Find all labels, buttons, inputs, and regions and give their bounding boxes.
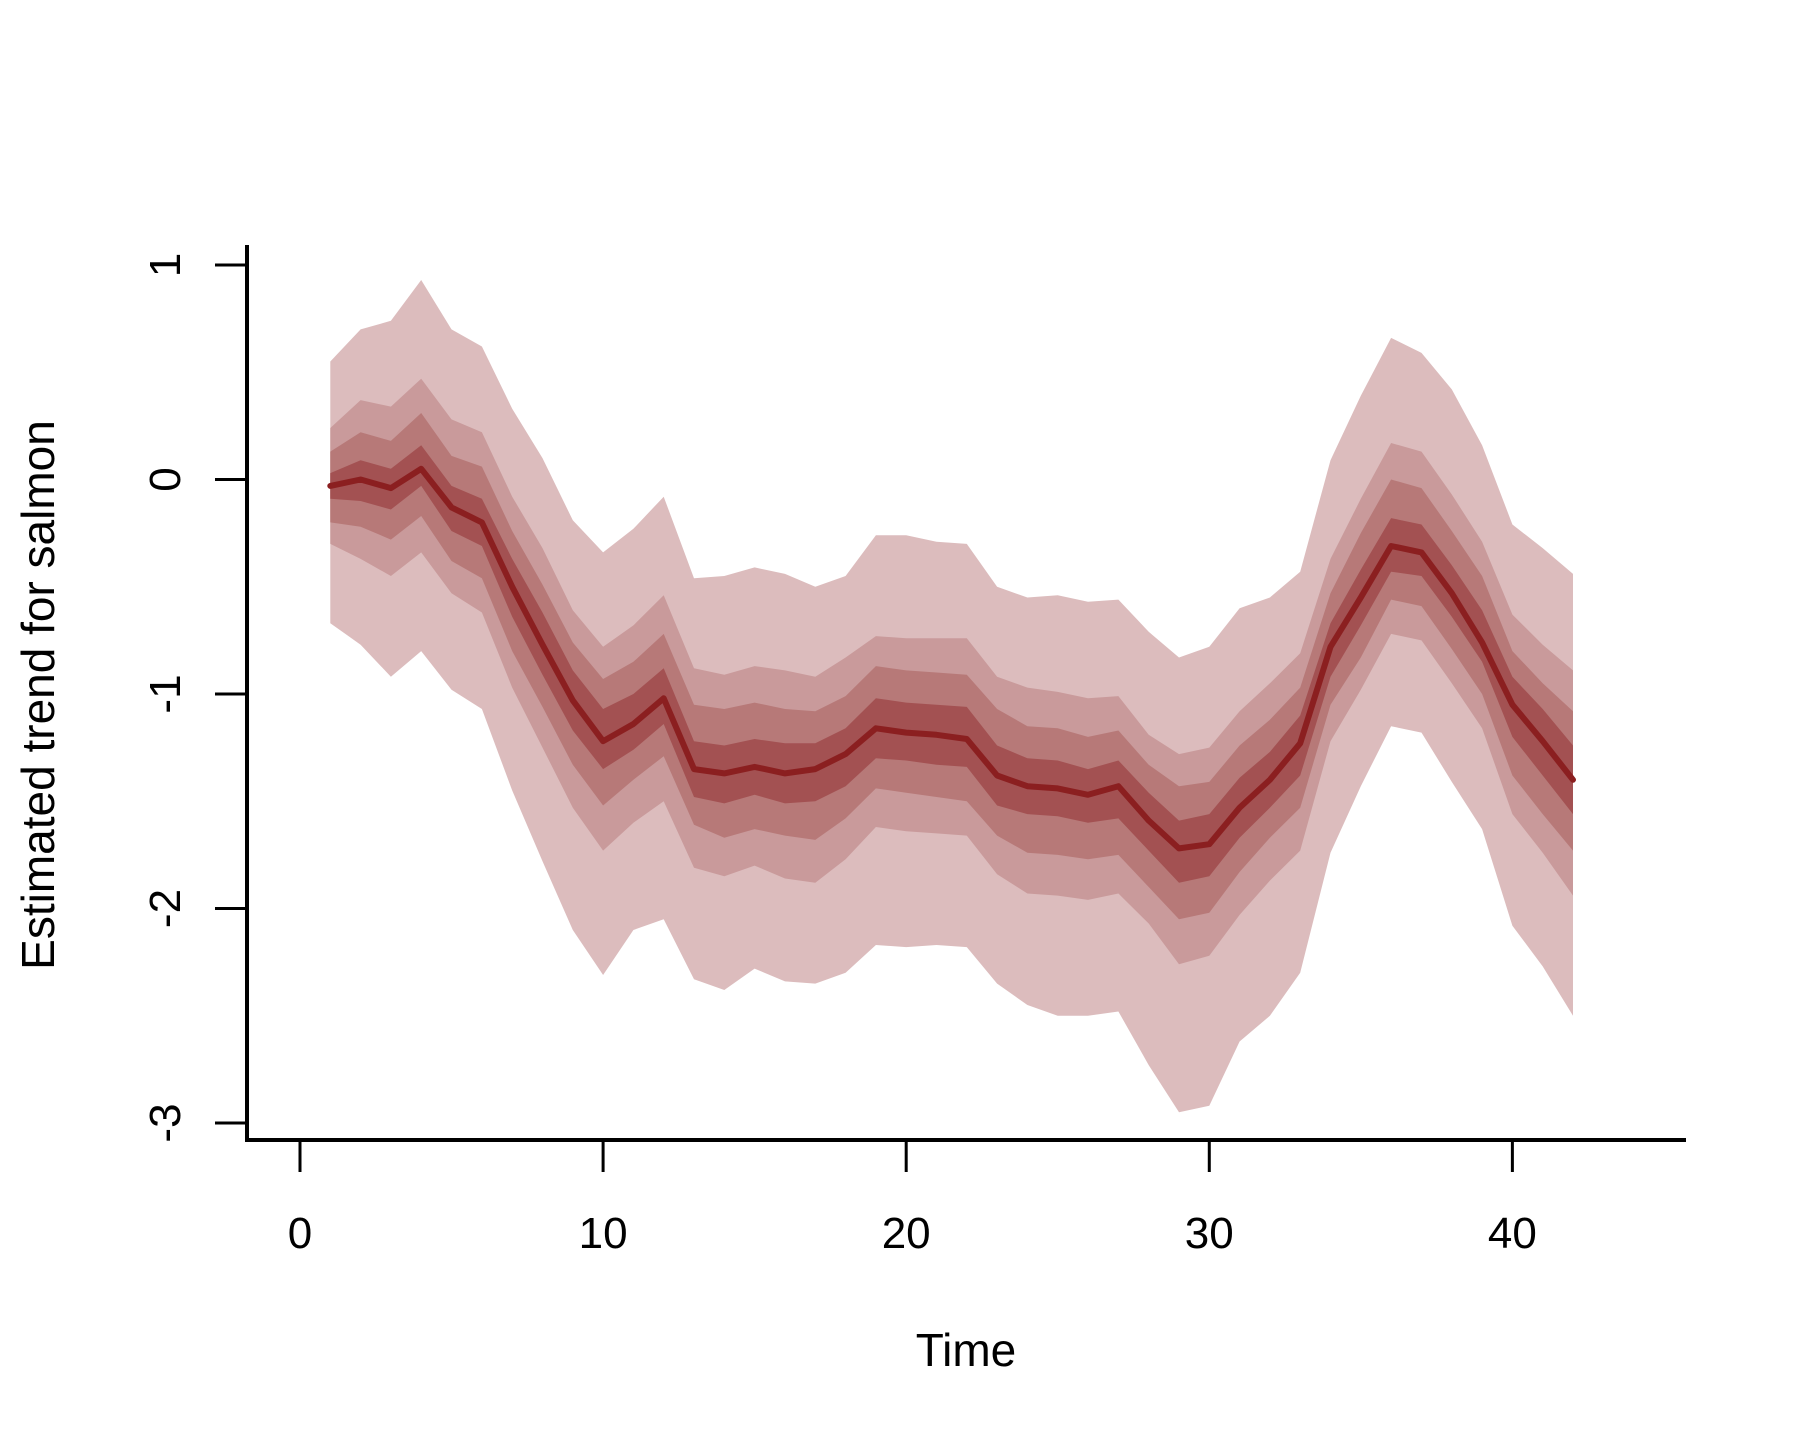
median-trend-line-group (327, 465, 1576, 852)
band-core (330, 445, 1573, 883)
axes: 0 10 20 30 40 -3 -2 -1 0 1 (141, 245, 1686, 1258)
median-trend-line (327, 465, 1576, 852)
y-tick-label: -2 (141, 889, 190, 928)
y-tick-label: -1 (141, 674, 190, 713)
y-tick-label: 0 (141, 467, 190, 491)
x-tick-label: 40 (1488, 1209, 1537, 1258)
x-axis-ticks: 0 10 20 30 40 (288, 1140, 1537, 1258)
x-tick-label: 10 (579, 1209, 628, 1258)
y-axis-ticks: -3 -2 -1 0 1 (141, 253, 247, 1143)
credible-interval-bands (330, 280, 1573, 1113)
x-tick-label: 0 (288, 1209, 312, 1258)
x-axis-title: Time (916, 1324, 1017, 1376)
y-tick-label: 1 (141, 253, 190, 277)
x-tick-label: 20 (882, 1209, 931, 1258)
y-tick-label: -3 (141, 1103, 190, 1142)
x-tick-label: 30 (1185, 1209, 1234, 1258)
y-axis-title: Estimated trend for salmon (12, 420, 64, 970)
